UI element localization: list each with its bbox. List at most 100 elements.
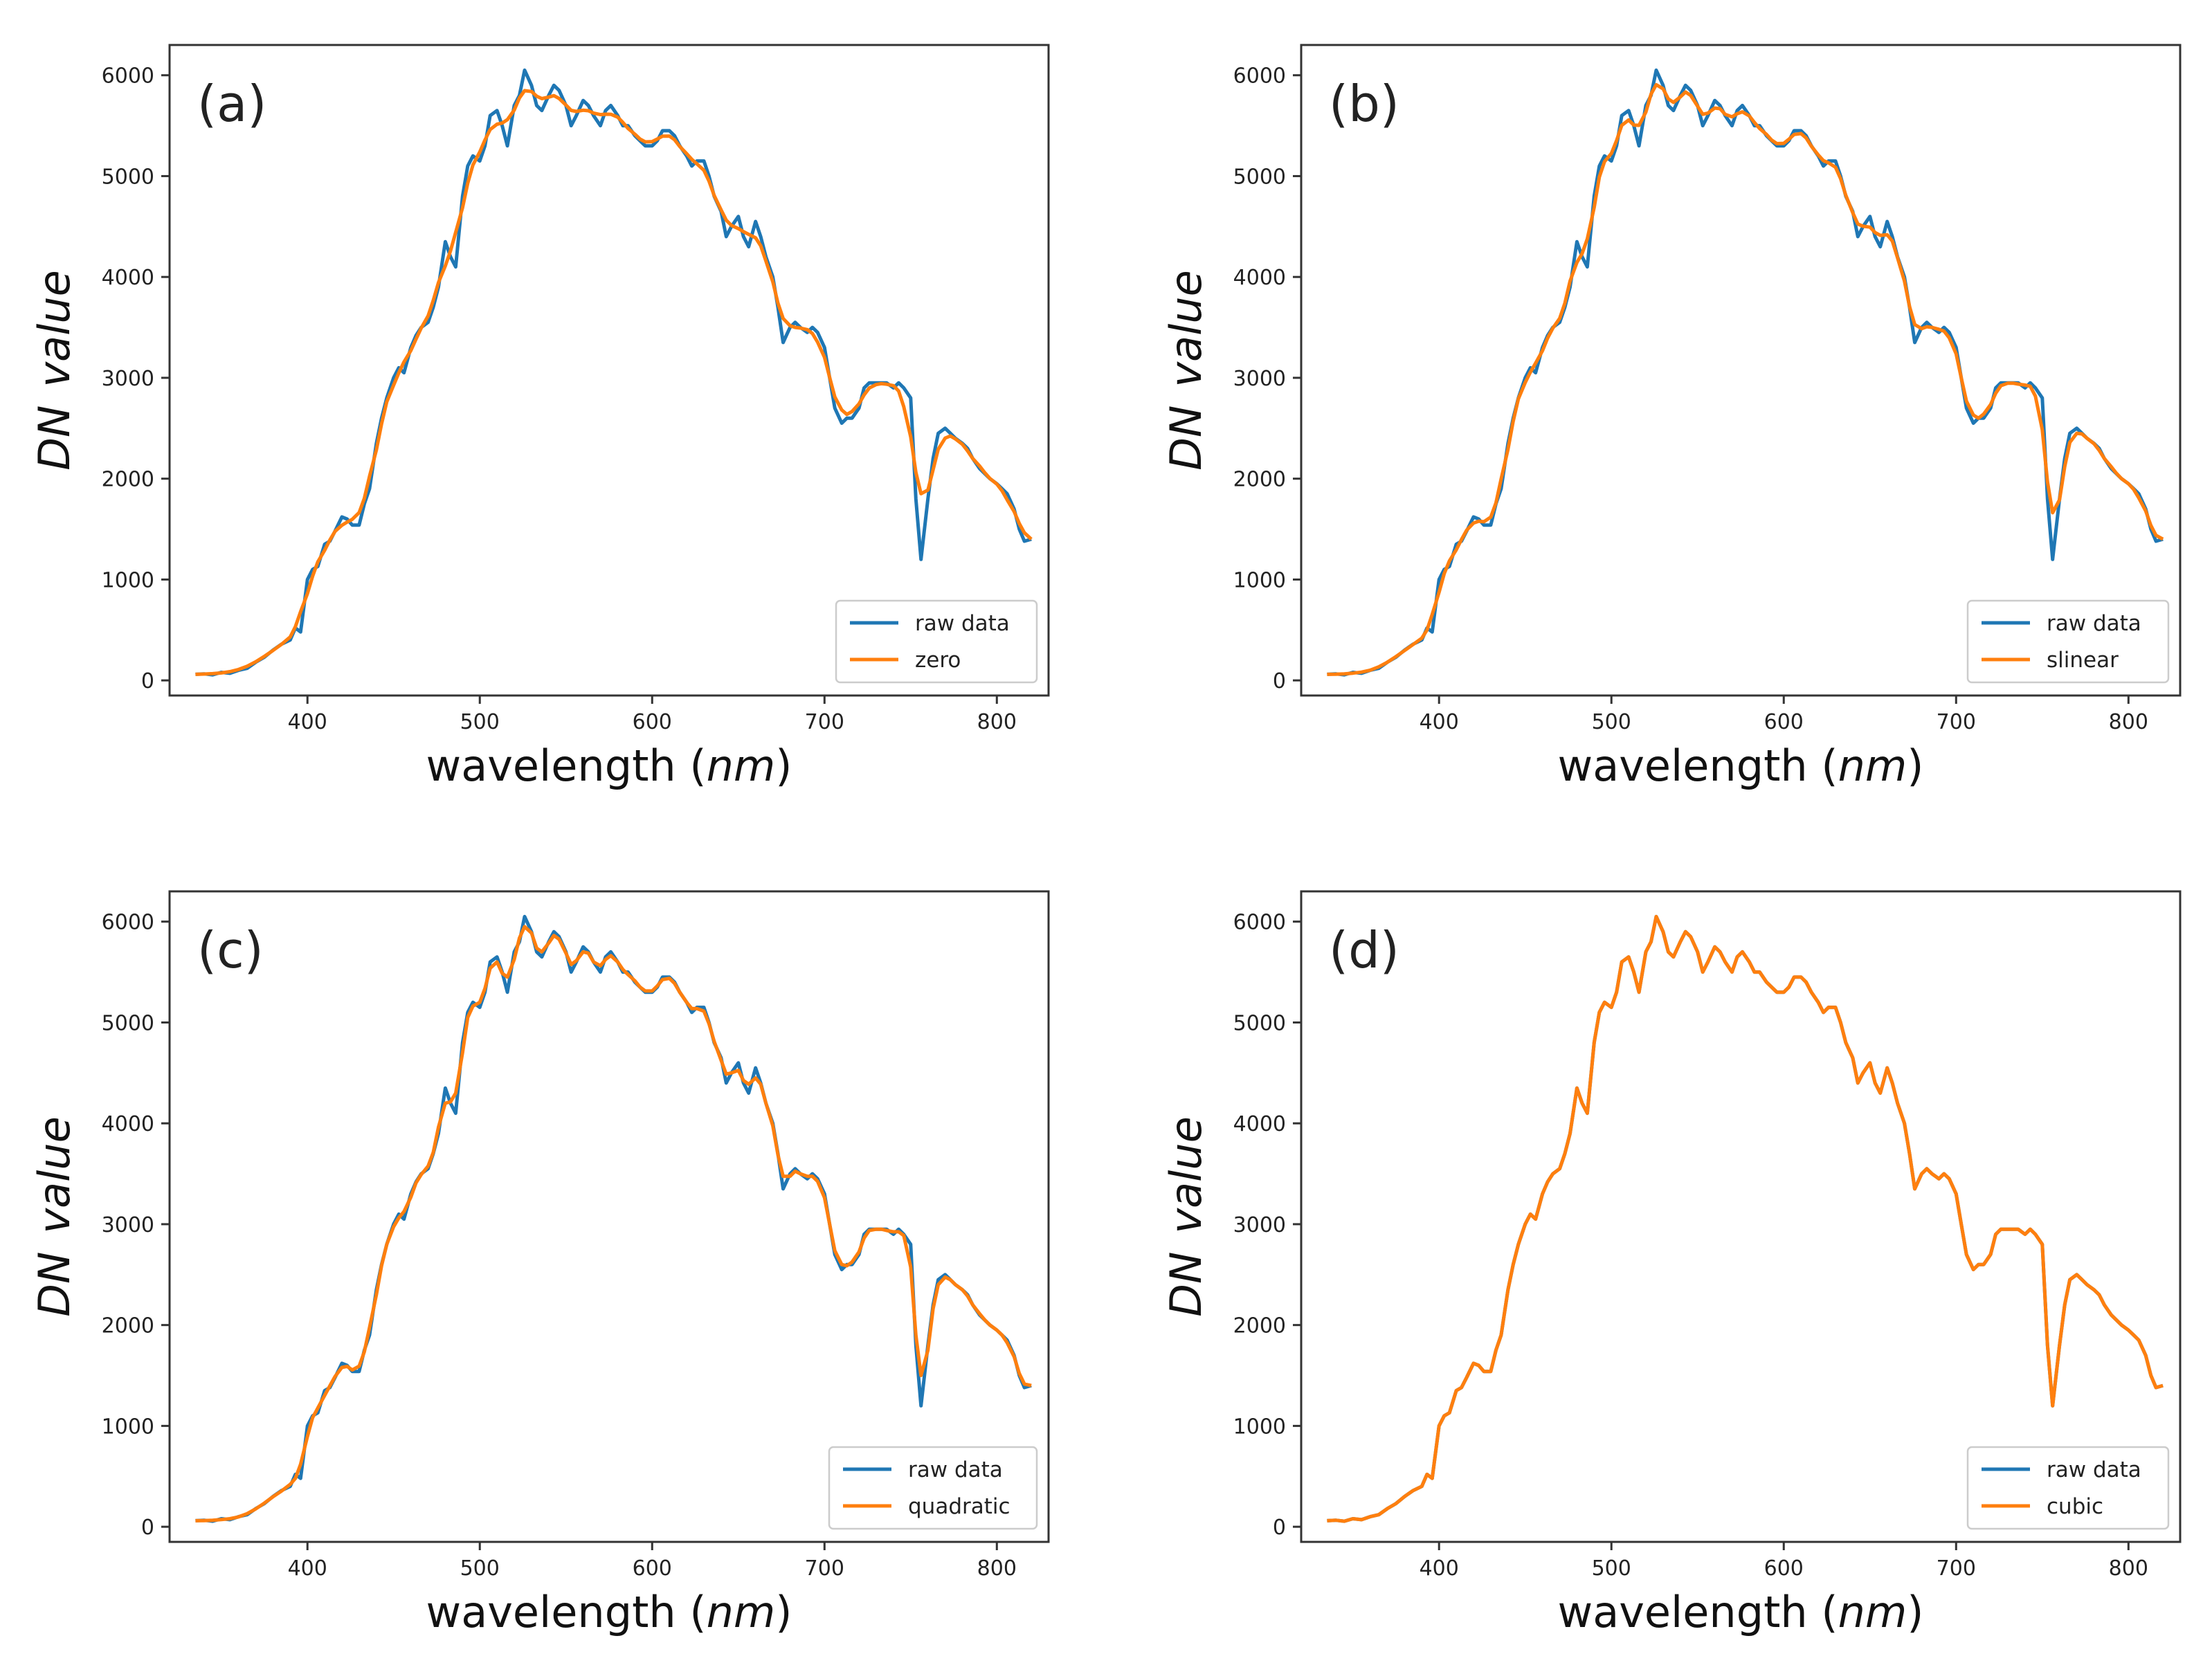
panel-a-ytick-label-5: 5000	[102, 165, 154, 189]
panel-b-ytick-label-3: 3000	[1233, 367, 1286, 391]
panel-a-xlabel-prefix: wavelength (	[426, 740, 707, 791]
panel-a-xtick-label-2: 600	[633, 710, 672, 734]
panel-d-ytick-label-5: 5000	[1233, 1011, 1286, 1035]
panel-a-legend-raw-label: raw data	[915, 611, 1010, 636]
panel-a-xtick-label-0: 400	[288, 710, 327, 734]
panel-d-xlabel-prefix: wavelength (	[1558, 1587, 1838, 1637]
panel-b-legend-raw-label: raw data	[2047, 611, 2141, 636]
panel-d-frame	[1300, 890, 2182, 1543]
panel-a-xtick-label-1: 500	[460, 710, 500, 734]
panel-c-xlabel-unit: nm	[707, 1587, 776, 1637]
panel-d-xlabel-unit: nm	[1838, 1587, 1907, 1637]
panel-d-label: (d)	[1329, 921, 1399, 979]
panel-d-xlabel: wavelength (nm)	[1558, 1587, 1924, 1637]
panel-b: (b) 400 500 600 700 800 0 1000 2000 3000 4000 5000…	[1161, 44, 2182, 791]
panel-a-xlabel-unit: nm	[707, 740, 776, 791]
panel-b-legend-interp-label: slinear	[2047, 648, 2119, 673]
panel-d-ticks: 400 500 600 700 800 0 1000 2000 3000 4000 5000 6000	[1233, 911, 2148, 1581]
panel-d-xtick-label-0: 400	[1420, 1556, 1459, 1581]
panel-a-ylabel-prefix: DN	[29, 406, 80, 471]
panel-c-ytick-label-5: 5000	[102, 1011, 154, 1035]
panel-c-xtick-label-2: 600	[633, 1556, 672, 1581]
panel-b-lines	[1327, 68, 2164, 677]
panel-c-ytick-label-3: 3000	[102, 1213, 154, 1237]
panel-a-series-raw-data-line	[195, 68, 1032, 677]
panel-a-ylabel-suffix: value	[29, 270, 80, 387]
panel-d-ytick-label-4: 4000	[1233, 1112, 1286, 1136]
panel-b-ticks: 400 500 600 700 800 0 1000 2000 3000 4000 5000 6000	[1233, 64, 2148, 734]
panel-b-ytick-label-1: 1000	[1233, 568, 1286, 592]
panel-d-series-cubic-line	[1327, 914, 2164, 1523]
panel-d-xtick-label-2: 600	[1764, 1556, 1804, 1581]
panel-c-xlabel: wavelength (nm)	[426, 1587, 792, 1637]
panel-a-ytick-label-1: 1000	[102, 568, 154, 592]
panel-b-xtick-label-0: 400	[1420, 710, 1459, 734]
panel-c-xtick-label-4: 800	[977, 1556, 1017, 1581]
panel-a-legend: raw data zero	[835, 599, 1038, 684]
panel-d-xtick-label-1: 500	[1592, 1556, 1631, 1581]
panel-c-ylabel: DN value	[29, 1116, 80, 1316]
panel-d-xlabel-suffix: )	[1907, 1587, 1923, 1637]
panel-b-ytick-label-4: 4000	[1233, 266, 1286, 290]
panel-d-ylabel: DN value	[1161, 1116, 1211, 1316]
panel-a-series-zero-line	[195, 89, 1033, 676]
panel-a-legend-interp-label: zero	[915, 648, 961, 673]
panel-b-xtick-label-3: 700	[1937, 710, 1976, 734]
panel-b-xlabel-prefix: wavelength (	[1558, 740, 1838, 791]
panel-d-ytick-label-6: 6000	[1233, 911, 1286, 935]
panel-c-label: (c)	[197, 921, 264, 979]
panel-b-xtick-label-4: 800	[2109, 710, 2148, 734]
panel-c-ylabel-suffix: value	[29, 1116, 80, 1233]
panel-c: (c) 400 500 600 700 800 0 1000 2000 3000 4000 5000…	[29, 890, 1050, 1637]
panel-c-xlabel-suffix: )	[775, 1587, 792, 1637]
panel-c-series-raw-data-line	[195, 914, 1032, 1523]
panel-d-series-raw-data-line	[1327, 914, 2164, 1523]
panel-b-ylabel-prefix: DN	[1161, 406, 1211, 471]
panel-a-ytick-label-3: 3000	[102, 367, 154, 391]
panel-b-xlabel-unit: nm	[1838, 740, 1907, 791]
panel-b-ytick-label-5: 5000	[1233, 165, 1286, 189]
panel-b-ytick-label-2: 2000	[1233, 468, 1286, 492]
panel-b-frame	[1300, 44, 2182, 697]
panel-a-ytick-label-2: 2000	[102, 468, 154, 492]
panel-a-label: (a)	[197, 75, 266, 133]
panel-d-lines	[1327, 914, 2164, 1523]
panel-a-xtick-label-3: 700	[805, 710, 844, 734]
panel-b-ytick-label-0: 0	[1273, 669, 1286, 693]
panel-c-xtick-label-0: 400	[288, 1556, 327, 1581]
panel-c-ytick-label-6: 6000	[102, 911, 154, 935]
panel-c-ticks: 400 500 600 700 800 0 1000 2000 3000 4000 5000 6000	[102, 911, 1017, 1581]
panel-c-xlabel-prefix: wavelength (	[426, 1587, 707, 1637]
panel-a-frame	[168, 44, 1050, 697]
panel-b-xlabel-suffix: )	[1907, 740, 1923, 791]
panel-d-ytick-label-1: 1000	[1233, 1415, 1286, 1439]
panel-a-xlabel-suffix: )	[775, 740, 792, 791]
panel-b-label: (b)	[1329, 75, 1399, 133]
panel-d-xtick-label-4: 800	[2109, 1556, 2148, 1581]
panel-d-ylabel-prefix: DN	[1161, 1252, 1211, 1317]
panel-d-ytick-label-2: 2000	[1233, 1314, 1286, 1338]
panel-d-xtick-label-3: 700	[1937, 1556, 1976, 1581]
panel-a-lines	[195, 68, 1033, 677]
panel-a-xtick-label-4: 800	[977, 710, 1017, 734]
panel-a: (a) 400 500 600 700 800 0 1000 2000 3000 4000 5000…	[29, 44, 1050, 791]
panel-d-ytick-label-0: 0	[1273, 1516, 1286, 1540]
panel-c-ylabel-prefix: DN	[29, 1252, 80, 1317]
panel-d-legend-interp-label: cubic	[2047, 1494, 2103, 1519]
panel-c-series-quadratic-line	[195, 925, 1032, 1523]
panel-d-ytick-label-3: 3000	[1233, 1213, 1286, 1237]
panel-a-ytick-label-6: 6000	[102, 64, 154, 89]
panel-a-ytick-label-4: 4000	[102, 266, 154, 290]
panel-d-ylabel-suffix: value	[1161, 1116, 1211, 1233]
panel-b-xlabel: wavelength (nm)	[1558, 740, 1924, 791]
panel-b-ytick-label-6: 6000	[1233, 64, 1286, 89]
panel-c-legend-raw-label: raw data	[908, 1457, 1003, 1482]
panel-b-series-slinear-line	[1327, 82, 2164, 676]
panel-d: (d) 400 500 600 700 800 0 1000 2000 3000 4000 5000…	[1161, 890, 2182, 1637]
panel-a-ytick-label-0: 0	[141, 669, 154, 693]
panel-c-legend: raw data quadratic	[828, 1446, 1038, 1530]
panel-c-ytick-label-0: 0	[141, 1516, 154, 1540]
panel-c-legend-interp-label: quadratic	[908, 1494, 1010, 1519]
panel-b-xtick-label-1: 500	[1592, 710, 1631, 734]
